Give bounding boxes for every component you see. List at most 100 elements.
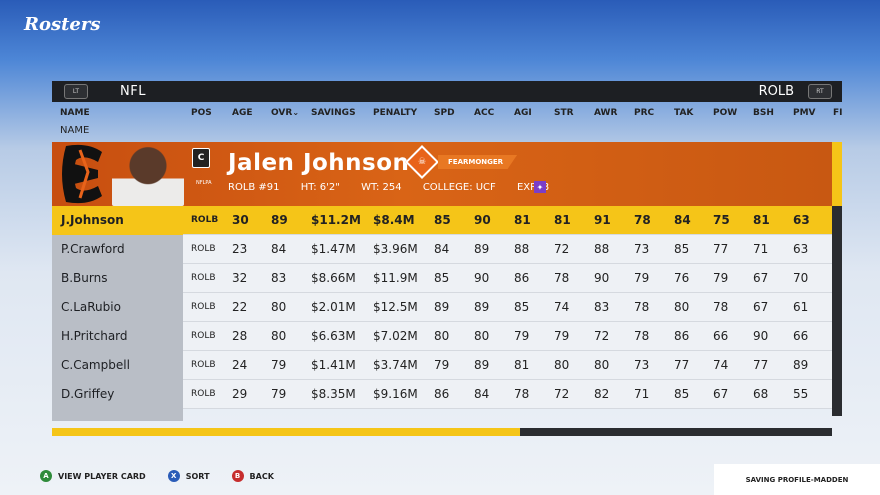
player-name-cell: B.Burns [52, 264, 183, 293]
row-background [183, 351, 832, 380]
table-row[interactable]: C.LaRubio ROLB 22 80 $2.01M $12.5M 89 89 85 74 83 7… [52, 293, 832, 322]
cell-age: 23 [232, 242, 248, 256]
cell-tak: 77 [674, 358, 690, 372]
cell-agi: 85 [514, 300, 530, 314]
table-row[interactable]: B.Burns ROLB 32 83 $8.66M $11.9M 85 90 86 78 90 79 7… [52, 264, 832, 293]
view-player-card-label[interactable]: VIEW PLAYER CARD [58, 471, 146, 481]
saving-status: SAVING PROFILE-MADDEN [714, 464, 880, 495]
col-pow[interactable]: POW [713, 108, 738, 118]
cell-spd: 85 [434, 213, 451, 227]
cell-acc: 90 [474, 213, 491, 227]
x-button-icon[interactable]: X [167, 470, 180, 482]
table-row[interactable]: P.Crawford ROLB 23 84 $1.47M $3.96M 84 89 88 72 88… [52, 235, 832, 264]
col-pos[interactable]: POS [191, 108, 212, 118]
col-str[interactable]: STR [554, 108, 574, 118]
cell-prc: 71 [634, 387, 650, 401]
cell-spd: 85 [434, 271, 450, 285]
cell-pos: ROLB [191, 244, 216, 254]
cell-age: 24 [232, 358, 248, 372]
cell-pos: ROLB [191, 273, 216, 283]
col-fi[interactable]: FI [833, 108, 843, 118]
player-college: COLLEGE: UCF [422, 182, 496, 193]
cell-bsh: 77 [753, 358, 769, 372]
cell-awr: 90 [594, 271, 610, 285]
b-button-icon[interactable]: B [231, 470, 244, 482]
player-portrait [112, 144, 184, 206]
cell-ovr: 84 [271, 242, 287, 256]
col-bsh[interactable]: BSH [753, 108, 774, 118]
table-row[interactable]: H.Pritchard ROLB 28 80 $6.63M $7.02M 80 80 79 79 7… [52, 322, 832, 351]
table-row[interactable]: J.Johnson ROLB 30 89 $11.2M $8.4M 85 90 81 81 91 78… [52, 206, 832, 235]
col-agi[interactable]: AGI [514, 108, 532, 118]
cell-acc: 89 [474, 358, 490, 372]
nflpa-label: NFLPA [196, 180, 212, 186]
cell-prc: 79 [634, 271, 650, 285]
row-background [183, 264, 832, 293]
cell-penalty: $12.5M [373, 300, 418, 314]
cell-ovr: 79 [271, 358, 287, 372]
col-spd[interactable]: SPD [434, 108, 455, 118]
roster-table: J.Johnson ROLB 30 89 $11.2M $8.4M 85 90 81 81 91 78… [52, 206, 832, 409]
col-name[interactable]: NAME [60, 108, 90, 118]
col-savings[interactable]: SAVINGS [311, 108, 356, 118]
table-row[interactable]: D.Griffey ROLB 29 79 $8.35M $9.16M 86 84 78 72 82 7… [52, 380, 832, 409]
name-column-filler [52, 409, 183, 421]
sort-label[interactable]: SORT [185, 471, 210, 481]
cell-pos: ROLB [191, 360, 216, 370]
col-prc[interactable]: PRC [634, 108, 655, 118]
cell-prc: 78 [634, 300, 650, 314]
cell-agi: 78 [514, 387, 530, 401]
cell-penalty: $3.96M [373, 242, 418, 256]
col-awr[interactable]: AWR [594, 108, 618, 118]
league-selector[interactable]: NFL [120, 84, 146, 99]
cell-penalty: $8.4M [373, 213, 415, 227]
cell-spd: 84 [434, 242, 450, 256]
fearmonger-icon: ☠ [405, 145, 439, 179]
cell-pmv: 66 [793, 329, 809, 343]
cell-age: 29 [232, 387, 248, 401]
cell-pmv: 61 [793, 300, 809, 314]
player-card[interactable]: C NFLPA Jalen Johnson ROLB #91 HT: 6'2" … [52, 142, 832, 206]
cell-tak: 86 [674, 329, 690, 343]
a-button-icon[interactable]: A [40, 470, 52, 482]
col-penalty[interactable]: PENALTY [373, 108, 418, 118]
cell-pmv: 55 [793, 387, 809, 401]
cell-str: 78 [554, 271, 570, 285]
cell-age: 22 [232, 300, 248, 314]
sort-chevron-icon: ⌄ [292, 108, 300, 117]
row-divider [183, 292, 832, 293]
cell-pow: 77 [713, 242, 729, 256]
cell-agi: 81 [514, 213, 531, 227]
col-tak[interactable]: TAK [674, 108, 694, 118]
lt-button[interactable]: LT [64, 84, 88, 99]
col-age[interactable]: AGE [232, 108, 253, 118]
cell-penalty: $7.02M [373, 329, 418, 343]
team-logo-icon [62, 144, 102, 204]
cell-spd: 86 [434, 387, 450, 401]
player-name-cell: P.Crawford [52, 235, 183, 264]
cell-str: 80 [554, 358, 570, 372]
cell-savings: $2.01M [311, 300, 356, 314]
position-selector[interactable]: ROLB [758, 84, 794, 99]
cell-str: 81 [554, 213, 571, 227]
table-row[interactable]: C.Campbell ROLB 24 79 $1.41M $3.74M 79 89 81 80 80… [52, 351, 832, 380]
ability-badge[interactable]: ☠ FEARMONGER [405, 145, 518, 179]
cell-awr: 91 [594, 213, 611, 227]
col-pmv[interactable]: PMV [793, 108, 816, 118]
cell-acc: 90 [474, 271, 490, 285]
cell-tak: 85 [674, 387, 690, 401]
player-weight: WT: 254 [361, 182, 402, 193]
cell-spd: 89 [434, 300, 450, 314]
cell-bsh: 90 [753, 329, 769, 343]
col-acc[interactable]: ACC [474, 108, 495, 118]
scrollbar[interactable] [832, 206, 842, 416]
cell-age: 32 [232, 271, 248, 285]
cell-str: 72 [554, 387, 570, 401]
cell-prc: 73 [634, 242, 650, 256]
back-label[interactable]: BACK [249, 471, 274, 481]
rt-button[interactable]: RT [808, 84, 832, 99]
player-name: Jalen Johnson [228, 150, 410, 176]
player-name-cell: C.LaRubio [52, 293, 183, 322]
col-ovr[interactable]: OVR⌄ [271, 108, 300, 118]
cell-pos: ROLB [191, 302, 216, 312]
